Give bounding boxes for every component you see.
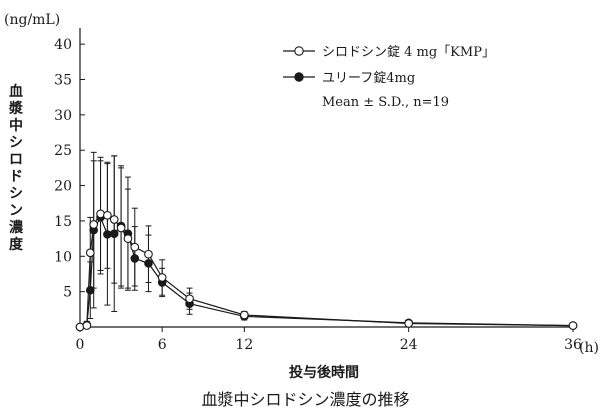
marker-uriefu [130,254,140,263]
y-tick-label: 25 [54,143,72,159]
marker-kmp [123,234,133,243]
marker-kmp [404,319,414,328]
marker-kmp [568,321,578,330]
marker-kmp [82,321,92,330]
y-axis-title: 血漿中シロドシン濃度 [8,83,24,253]
x-tick-label: 6 [158,337,167,353]
legend-label-uriefu: ユリーフ錠4mg [322,71,415,86]
marker-uriefu [85,285,95,295]
marker-kmp [144,249,153,259]
marker-kmp [116,223,126,233]
marker-kmp [96,209,105,219]
legend-label-kmp: シロドシン錠 4 mg「KMP」 [322,45,495,60]
y-tick-label: 15 [54,214,72,230]
x-tick-label: 36 [564,337,582,353]
marker-kmp [130,242,140,252]
legend: シロドシン錠 4 mg「KMP」ユリーフ錠4mg Mean ± S.D., n=1… [283,45,495,110]
series-markers [75,209,578,332]
legend-marker-kmp [294,46,304,56]
legend-marker-uriefu [294,72,304,82]
marker-kmp [239,310,249,320]
x-tick-label: 24 [400,337,418,353]
y-tick-label: 10 [54,249,72,265]
x-axis-title: 投与後時間 [289,364,359,381]
series-line-uriefu [79,215,574,328]
y-tick-label: 30 [54,108,72,124]
series-lines [79,213,574,328]
figure-caption: 血漿中シロドシン濃度の推移 [201,390,410,409]
y-tick-label: 40 [54,37,72,53]
y-tick-label: 20 [54,179,72,195]
marker-kmp [89,220,99,229]
marker-kmp [109,215,119,224]
marker-kmp [157,273,167,282]
marker-kmp [85,248,95,258]
marker-uriefu [144,259,153,268]
x-tick-label: 0 [76,337,85,353]
x-unit-label: (h) [579,340,599,356]
marker-kmp [103,210,112,220]
marker-uriefu [109,229,119,238]
y-unit-label: (ng/mL) [4,12,60,28]
legend-note: Mean ± S.D., n=19 [322,95,449,110]
y-tick-label: 35 [54,73,72,89]
x-tick-label: 12 [235,337,253,353]
y-tick-label: 5 [63,285,72,301]
ticks: 5 10 15 20 25 30 35 40 0 6 12 24 36 [54,37,582,353]
marker-kmp [75,322,85,332]
marker-kmp [185,294,194,304]
error-bars [83,151,576,328]
